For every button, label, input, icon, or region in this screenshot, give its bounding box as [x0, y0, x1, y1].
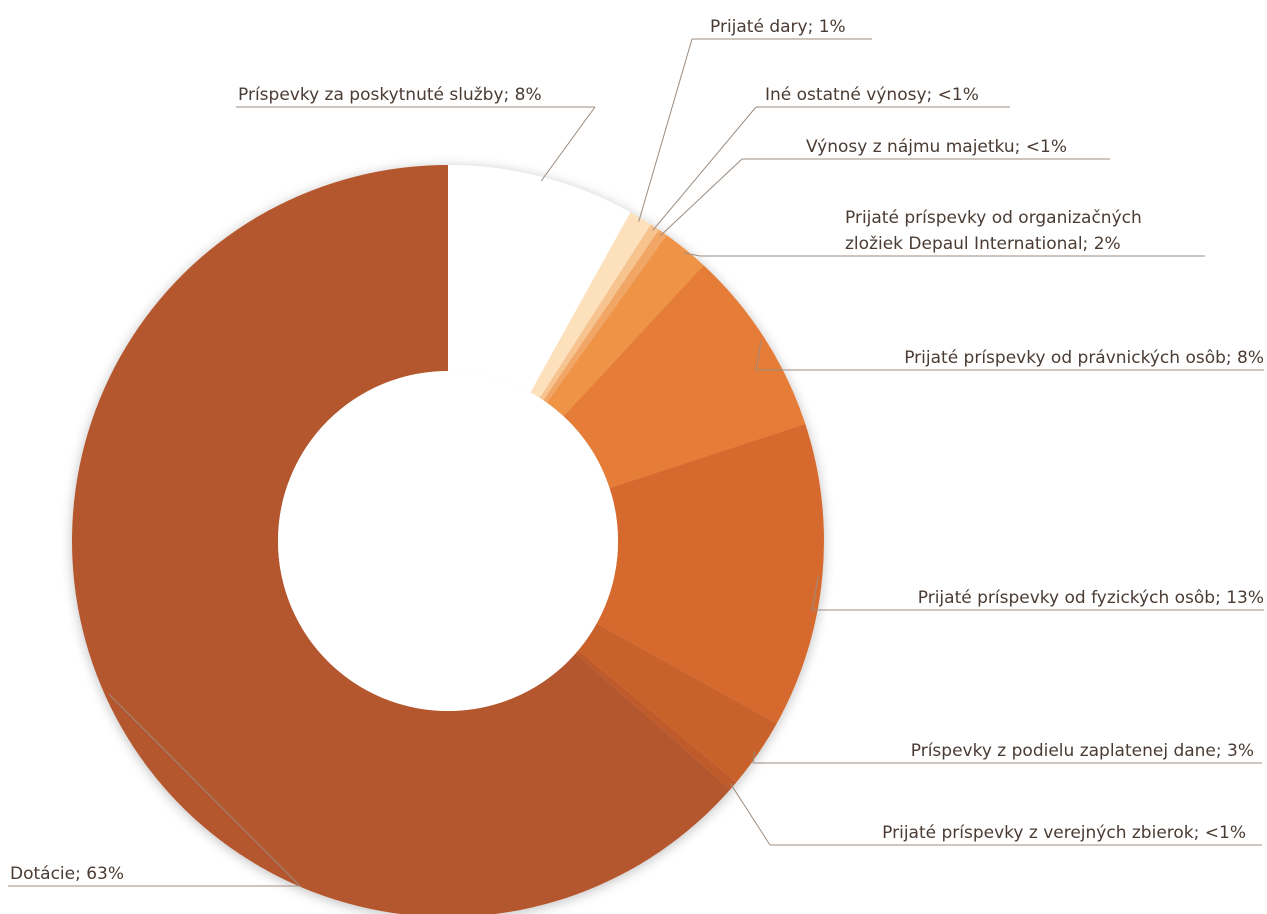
slice-6	[596, 423, 824, 724]
slice-7	[578, 623, 777, 783]
slice-1	[530, 212, 651, 398]
slice-label-4: Prijaté príspevky od organizačných zložie…	[845, 208, 1142, 254]
leader-line-7	[752, 751, 756, 764]
leader-line-8	[729, 783, 771, 846]
slice-label-5: Prijaté príspevky od právnických osôb; 8…	[904, 348, 1264, 368]
slice-label-8: Prijaté príspevky z verejných zbierok; <…	[882, 823, 1246, 843]
donut-hole	[278, 371, 618, 711]
leader-line-1	[638, 38, 693, 222]
donut-slices	[72, 165, 824, 914]
slice-2	[539, 224, 659, 401]
slice-label-6: Prijaté príspevky od fyzických osôb; 13%	[918, 588, 1264, 608]
leader-line-3	[660, 158, 743, 237]
leader-lines	[8, 38, 1264, 887]
slice-label-2: Iné ostatné výnosy; <1%	[765, 85, 979, 105]
slice-0	[448, 165, 631, 393]
slice-label-9: Dotácie; 63%	[10, 864, 124, 884]
leader-line-2	[652, 106, 757, 231]
slice-9	[72, 165, 731, 914]
slice-3	[543, 229, 667, 403]
slice-8	[575, 650, 737, 790]
slice-label-3: Výnosy z nájmu majetku; <1%	[806, 137, 1067, 157]
slice-label-0: Príspevky za poskytnuté služby; 8%	[238, 85, 542, 105]
leader-line-5	[755, 340, 762, 371]
slice-label-1: Prijaté dary; 1%	[710, 17, 846, 37]
leader-line-6	[811, 576, 819, 611]
slice-labels: Príspevky za poskytnuté služby; 8% Prijat…	[10, 17, 1264, 884]
leader-line-9	[108, 693, 301, 887]
center-label: VÝNOSY	[289, 503, 607, 581]
leader-line-0	[540, 106, 596, 182]
slice-5	[563, 265, 806, 489]
slice-4	[546, 235, 704, 417]
slice-label-7: Príspevky z podielu zaplatenej dane; 3%	[911, 741, 1254, 761]
leader-line-4	[682, 252, 701, 257]
